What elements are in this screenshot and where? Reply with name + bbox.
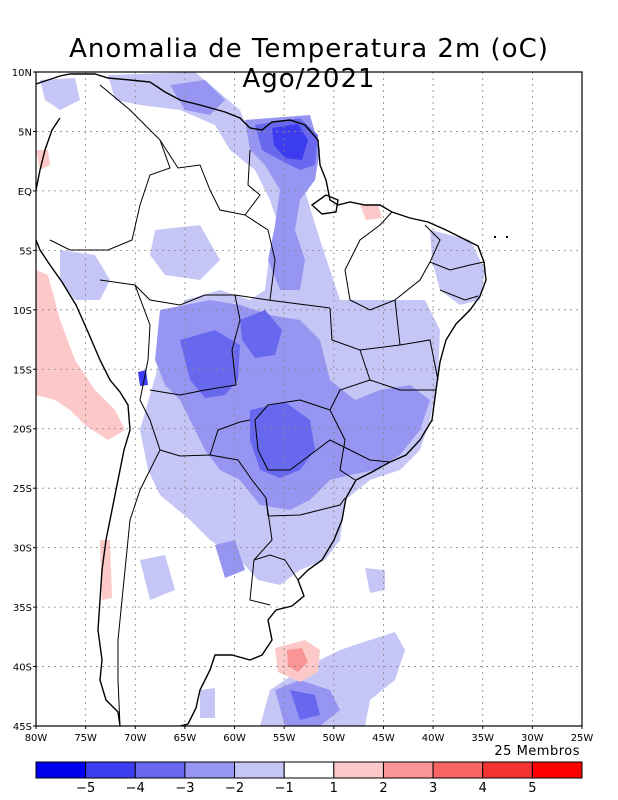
lat-label: 35S [13, 603, 32, 614]
colorbar-swatch [283, 761, 335, 779]
colorbar-tick-label: 1 [330, 781, 338, 796]
colorbar-tick-label: −5 [76, 781, 95, 796]
colorbar-tick-label: −3 [175, 781, 194, 796]
lat-label: 45S [13, 722, 32, 733]
lon-label: 75W [74, 733, 97, 744]
colorbar-tick-label: 2 [379, 781, 387, 796]
map-title: Anomalia de Temperatura 2m (oC) Ago/2021 [69, 34, 549, 94]
marajo-island [310, 194, 339, 215]
colorbar-swatch [382, 761, 434, 779]
colorbar-swatch [35, 761, 87, 779]
colorbar-tick-label: −2 [225, 781, 244, 796]
lat-label: 10N [12, 68, 32, 79]
lat-label: 30S [13, 544, 32, 555]
lon-label: 30W [521, 733, 544, 744]
lon-label: 80W [25, 733, 48, 744]
lon-label: 55W [273, 733, 296, 744]
lon-label: 50W [323, 733, 346, 744]
colorbar-tick-label: 4 [479, 781, 487, 796]
colorbar-swatch [85, 761, 136, 779]
lon-label: 70W [124, 733, 147, 744]
south-america-outline [36, 73, 487, 726]
lon-label: 40W [422, 733, 445, 744]
colorbar-swatch [184, 761, 236, 779]
country-borders [49, 84, 485, 726]
lat-label: 40S [13, 663, 32, 674]
caribbean-coast [36, 117, 61, 191]
lon-label: 65W [174, 733, 197, 744]
colorbar-swatch [134, 761, 186, 779]
plot-frame [35, 71, 583, 727]
colorbar [35, 761, 583, 779]
colorbar-swatch [333, 761, 384, 779]
lat-label: 10S [13, 306, 32, 317]
lat-label: 20S [13, 425, 32, 436]
lat-label: 5S [19, 246, 32, 257]
lon-label: 60W [223, 733, 246, 744]
lat-label: 5N [18, 127, 32, 138]
colorbar-swatch [482, 761, 533, 779]
anomaly-red [287, 648, 308, 672]
islands [494, 236, 508, 238]
lat-label: EQ [18, 187, 32, 198]
lon-label: 45W [372, 733, 395, 744]
colorbar-tick-label: 3 [429, 781, 437, 796]
colorbar-tick-label: −4 [126, 781, 145, 796]
colorbar-labels: −5 −4 −3 −2 −1 1 2 3 4 5 [76, 781, 536, 796]
lat-label: 25S [13, 484, 32, 495]
colorbar-swatch [432, 761, 484, 779]
lon-label: 25W [571, 733, 594, 744]
lon-label: 35W [471, 733, 494, 744]
longitude-labels: 80W 75W 70W 65W 60W 55W 50W 45W 40W 35W 30W 25W [25, 726, 594, 744]
colorbar-swatch [234, 761, 285, 779]
members-label: 25 Membros [494, 744, 580, 759]
colorbar-swatch [531, 761, 583, 779]
lat-label: 15S [13, 365, 32, 376]
colorbar-tick-label: −1 [275, 781, 294, 796]
latitude-labels: 10N 5N EQ 5S 10S 15S 20S 25S 30S 35S 40S 45S [12, 68, 36, 733]
anomaly-shading [36, 72, 485, 726]
colorbar-tick-label: 5 [528, 781, 536, 796]
coastlines [36, 73, 487, 726]
